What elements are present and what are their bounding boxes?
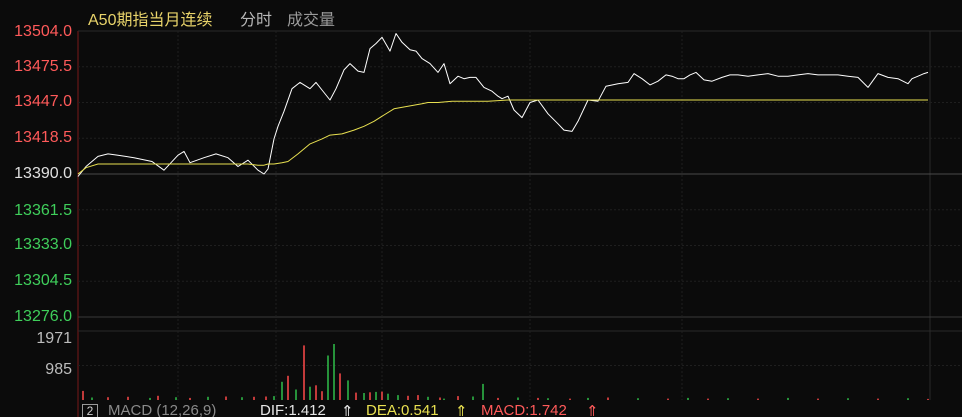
macd-indicator-bar: 2 MACD (12,26,9) DIF:1.412 ⇑ DEA:0.541 ⇑… [78,404,962,417]
tab-intraday[interactable]: 分时 [240,12,273,29]
price-tick-4: 13390.0 [14,165,72,182]
price-tick-8: 13276.0 [14,308,72,325]
dea-label: DEA:0.541 [366,404,439,417]
macd-value-label: MACD:1.742 [481,404,567,417]
volume-tick-max: 1971 [36,330,72,347]
price-tick-2: 13447.0 [14,93,72,110]
price-tick-3: 13418.5 [14,129,72,146]
price-tick-5: 13361.5 [14,202,72,219]
average-price-line [77,99,928,175]
price-tick-1: 13475.5 [14,58,72,75]
price-tick-7: 13304.5 [14,272,72,289]
price-tick-0: 13504.0 [14,23,72,40]
period-button[interactable]: 2 [82,404,98,417]
price-tick-6: 13333.0 [14,236,72,253]
instrument-title: A50期指当月连续 [88,12,213,29]
macd-arrow-icon: ⇑ [586,404,599,417]
tab-volume[interactable]: 成交量 [287,12,336,29]
dea-arrow-icon: ⇑ [455,404,468,417]
dif-label: DIF:1.412 [260,404,326,417]
price-series-line [77,33,929,177]
chart-header: A50期指当月连续 分时 成交量 [0,0,962,32]
macd-name-label: MACD (12,26,9) [108,404,217,417]
volume-tick-mid: 985 [45,361,72,378]
dif-arrow-icon: ⇑ [341,404,354,417]
